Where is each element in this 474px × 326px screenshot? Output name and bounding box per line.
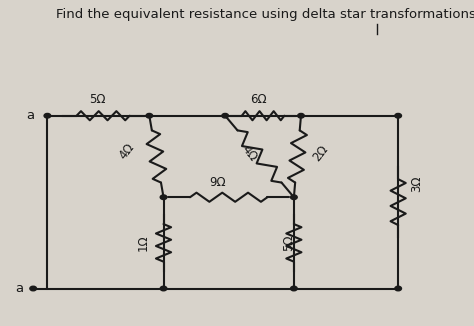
Text: 5Ω: 5Ω bbox=[282, 235, 295, 251]
Text: 4Ω: 4Ω bbox=[239, 143, 260, 164]
Text: 5Ω: 5Ω bbox=[89, 93, 105, 106]
Circle shape bbox=[160, 195, 167, 200]
Circle shape bbox=[291, 286, 297, 291]
Circle shape bbox=[222, 113, 228, 118]
Text: 2Ω: 2Ω bbox=[310, 143, 331, 164]
Text: 6Ω: 6Ω bbox=[250, 93, 267, 106]
Text: Find the equivalent resistance using delta star transformations: Find the equivalent resistance using del… bbox=[55, 8, 474, 21]
Circle shape bbox=[160, 286, 167, 291]
Circle shape bbox=[146, 113, 153, 118]
Circle shape bbox=[395, 113, 401, 118]
Circle shape bbox=[44, 113, 51, 118]
Circle shape bbox=[298, 113, 304, 118]
Circle shape bbox=[291, 195, 297, 200]
Text: 9Ω: 9Ω bbox=[210, 176, 227, 189]
Circle shape bbox=[30, 286, 36, 291]
Text: 4Ω: 4Ω bbox=[117, 141, 137, 162]
Text: a: a bbox=[15, 282, 23, 295]
Text: 3Ω: 3Ω bbox=[410, 176, 423, 192]
Circle shape bbox=[395, 286, 401, 291]
Text: 1Ω: 1Ω bbox=[137, 235, 149, 251]
Text: a: a bbox=[27, 109, 35, 122]
